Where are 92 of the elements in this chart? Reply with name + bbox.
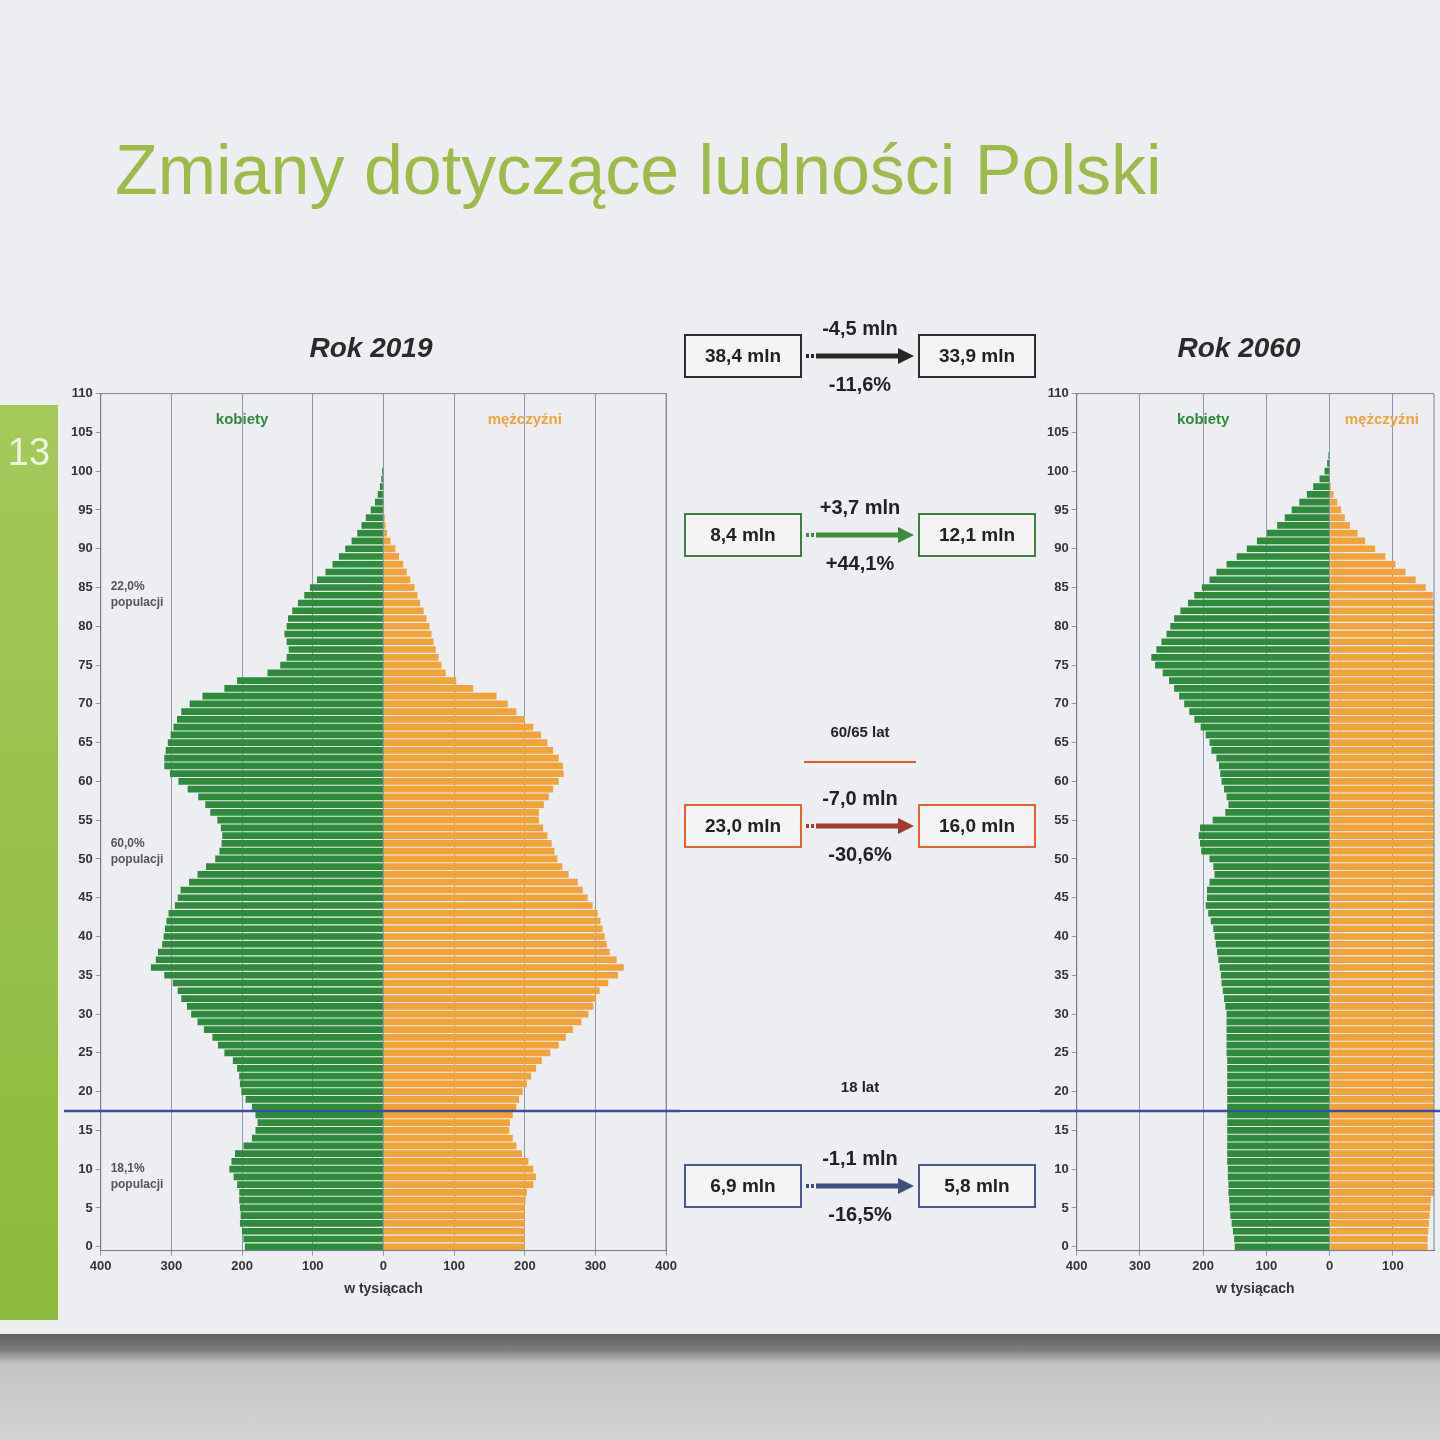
y-tick-label: 110 xyxy=(71,385,93,401)
text: -30,6% xyxy=(828,843,892,866)
y-tick-label: 0 xyxy=(1061,1238,1069,1254)
y-tick-label: 50 xyxy=(78,850,93,866)
y-tick-label: 60 xyxy=(1054,772,1069,788)
text: 16,0 mln xyxy=(938,814,1016,837)
y-tick-label: 95 xyxy=(1054,501,1069,517)
x-tick-label: 400 xyxy=(1065,1257,1088,1273)
y-tick-label: 25 xyxy=(78,1044,93,1060)
annotation: 60,0% populacji xyxy=(110,835,164,866)
y-tick-label: 40 xyxy=(1054,928,1069,944)
text: 33,9 mln xyxy=(938,344,1016,367)
text: 23,0 mln xyxy=(704,814,782,837)
y-tick-label: 65 xyxy=(1054,734,1069,750)
x-tick-label: 100 xyxy=(1382,1257,1404,1273)
x-tick-label: 300 xyxy=(160,1257,183,1273)
y-tick-label: 35 xyxy=(78,966,93,982)
y-tick-label: 70 xyxy=(78,695,93,711)
y-tick-label: 50 xyxy=(1054,850,1069,866)
x-tick-label: 200 xyxy=(513,1257,536,1273)
text: +3,7 mln xyxy=(819,496,901,518)
text: -7,0 mln xyxy=(822,787,898,810)
annotation: 22,0% populacji xyxy=(110,579,164,610)
y-tick-label: 15 xyxy=(1054,1121,1069,1137)
x-tick-label: 100 xyxy=(443,1257,465,1273)
text: -4,5 mln xyxy=(822,316,898,339)
x-tick-label: 200 xyxy=(231,1257,253,1273)
y-tick-label: 5 xyxy=(1061,1199,1069,1215)
text: 60/65 lat xyxy=(830,722,890,741)
x-tick-label: 100 xyxy=(301,1257,324,1273)
x-tick-label: 0 xyxy=(379,1257,388,1273)
y-tick-label: 35 xyxy=(1054,966,1069,982)
y-tick-label: 110 xyxy=(1047,385,1069,401)
text: kobiety xyxy=(215,409,269,427)
y-tick-label: 40 xyxy=(78,928,93,944)
text: 13 xyxy=(7,431,51,474)
y-tick-label: 105 xyxy=(70,423,93,439)
y-tick-label: 55 xyxy=(1054,811,1069,827)
y-tick-label: 90 xyxy=(78,540,93,556)
y-tick-label: 55 xyxy=(78,811,93,827)
text: 18 lat xyxy=(840,1077,880,1096)
text: 8,4 mln xyxy=(710,523,776,546)
y-tick-label: 0 xyxy=(85,1238,93,1254)
x-tick-label: 200 xyxy=(1192,1257,1215,1273)
y-tick-label: 70 xyxy=(1054,695,1069,711)
y-tick-label: 90 xyxy=(1054,540,1069,556)
text: mężczyźni xyxy=(487,409,562,427)
y-tick-label: 80 xyxy=(78,617,93,633)
y-tick-label: 45 xyxy=(1054,889,1069,905)
y-tick-label: 30 xyxy=(78,1005,93,1021)
chart-title: Rok 2060 xyxy=(1177,331,1301,363)
y-tick-label: 45 xyxy=(78,889,93,905)
chart-title: Rok 2019 xyxy=(309,331,433,363)
y-tick-label: 10 xyxy=(78,1160,93,1176)
annotation: 18,1% populacji xyxy=(110,1161,164,1192)
text: 6,9 mln xyxy=(710,1174,776,1197)
y-tick-label: 75 xyxy=(78,656,93,672)
y-tick-label: 85 xyxy=(1054,579,1069,595)
text: mężczyźni xyxy=(1344,409,1419,427)
y-tick-label: 100 xyxy=(1046,462,1069,478)
y-tick-label: 30 xyxy=(1054,1005,1069,1021)
x-axis-title: w tysiącach xyxy=(343,1280,423,1297)
y-tick-label: 15 xyxy=(78,1121,93,1137)
x-tick-label: 400 xyxy=(89,1257,112,1273)
y-tick-label: 10 xyxy=(1054,1160,1069,1176)
text: -1,1 mln xyxy=(822,1147,898,1170)
y-tick-label: 20 xyxy=(1054,1083,1069,1099)
y-tick-label: 95 xyxy=(78,501,93,517)
y-tick-label: 60 xyxy=(78,772,93,788)
text: 38,4 mln xyxy=(704,344,782,367)
y-tick-label: 105 xyxy=(1046,423,1069,439)
text: -11,6% xyxy=(828,372,892,395)
y-tick-label: 25 xyxy=(1054,1044,1069,1060)
text: kobiety xyxy=(1176,409,1231,427)
y-tick-label: 5 xyxy=(85,1199,93,1215)
y-tick-label: 75 xyxy=(1054,656,1069,672)
y-tick-label: 85 xyxy=(78,579,93,595)
x-tick-label: 400 xyxy=(655,1257,678,1273)
x-tick-label: 100 xyxy=(1255,1257,1278,1273)
x-axis-title: w tysiącach xyxy=(1215,1280,1295,1297)
text: Zmiany dotyczące ludności Polski xyxy=(115,131,1162,209)
y-tick-label: 20 xyxy=(78,1083,93,1099)
text: 12,1 mln xyxy=(938,523,1016,546)
x-tick-label: 300 xyxy=(1129,1257,1151,1273)
text: 5,8 mln xyxy=(944,1174,1010,1197)
y-tick-label: 65 xyxy=(78,734,93,750)
text: +44,1% xyxy=(825,552,895,574)
text: -16,5% xyxy=(828,1203,892,1226)
x-tick-label: 300 xyxy=(584,1257,607,1273)
y-tick-label: 80 xyxy=(1054,617,1069,633)
y-tick-label: 100 xyxy=(70,462,93,478)
x-tick-label: 0 xyxy=(1326,1257,1334,1273)
